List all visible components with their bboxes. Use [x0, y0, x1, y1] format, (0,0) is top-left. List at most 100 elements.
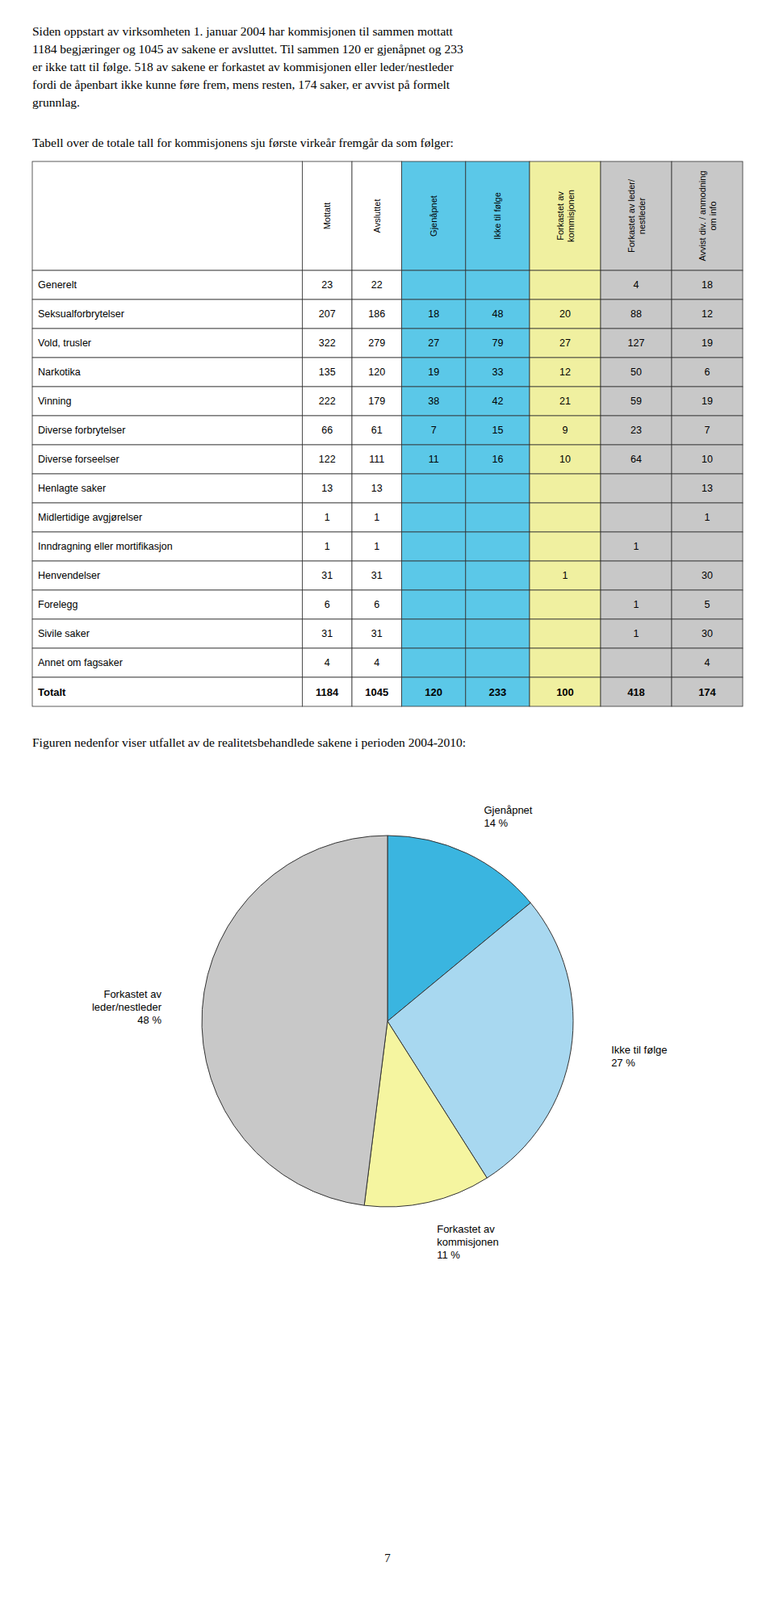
table-cell [671, 299, 743, 329]
total-cell [301, 677, 352, 707]
cell-value: 6 [373, 599, 380, 611]
cell-value: 19 [701, 395, 713, 407]
table-cell [671, 532, 743, 562]
table-cell [32, 357, 302, 387]
table: MottattAvsluttetGjenåpnetIkke til følgeF… [32, 161, 743, 707]
table-cell [671, 386, 743, 416]
cell-value: 127 [628, 337, 646, 349]
cell-value: 13 [701, 482, 713, 495]
cell-value: 31 [321, 628, 333, 640]
table-cell [465, 590, 530, 620]
slice-value-label: 48 % [137, 1013, 162, 1027]
row-label: Vinning [37, 395, 72, 407]
cell-value: 1 [324, 540, 331, 553]
cell-value: 6 [704, 366, 711, 378]
table-cell [465, 357, 530, 387]
table-cell [402, 619, 466, 649]
cell-value: 21 [559, 395, 571, 407]
table-cell [402, 502, 466, 533]
cell-value: 27 [559, 337, 571, 349]
cell-value: 23 [630, 424, 642, 436]
cell-value: 33 [491, 366, 503, 378]
cell-value: 18 [427, 308, 440, 320]
table-cell [600, 415, 672, 445]
cell-value: 13 [321, 482, 333, 495]
table-cell [402, 357, 466, 387]
cell-value: 122 [318, 453, 336, 465]
cell-value: 59 [630, 395, 642, 407]
table-cell [671, 590, 743, 620]
cell-value: 22 [371, 279, 383, 291]
table-intro: Tabell over de totale tall for kommisjon… [32, 135, 454, 150]
table-cell [600, 386, 672, 416]
cell-value: 1 [633, 628, 640, 640]
header-cell [465, 161, 530, 271]
total-value: 1045 [364, 686, 389, 699]
cell-value: 12 [701, 308, 713, 320]
table-cell [465, 328, 530, 358]
table-cell [671, 561, 743, 591]
cell-value: 1 [324, 511, 331, 524]
table-cell [32, 328, 302, 358]
total-value: 120 [424, 686, 443, 699]
table-cell [529, 357, 601, 387]
cell-value: 30 [701, 569, 713, 582]
cell-value: 64 [630, 453, 642, 465]
table-cell [600, 357, 672, 387]
pie-slice [201, 835, 388, 1206]
cell-value: 207 [318, 308, 336, 320]
row-label: Vold, trusler [37, 337, 92, 349]
column-header: Mottatt [322, 202, 332, 231]
cell-value: 15 [491, 424, 503, 436]
table-cell [351, 444, 403, 474]
total-cell [402, 677, 466, 707]
table-cell [402, 648, 466, 678]
table-cell [600, 648, 672, 678]
table-cell [600, 590, 672, 620]
cell-value: 120 [368, 366, 386, 378]
cell-value: 42 [491, 395, 503, 407]
cell-value: 16 [491, 453, 503, 465]
page: Siden oppstart av virksomheten 1. januar… [0, 0, 775, 1600]
table-cell [301, 590, 352, 620]
table-cell [301, 270, 352, 300]
cell-value: 1 [633, 599, 640, 611]
table-cell [671, 648, 743, 678]
row-label: Seksualforbrytelser [37, 308, 125, 320]
row-label: Diverse forseelser [37, 453, 120, 465]
table-cell [465, 444, 530, 474]
table-cell [301, 619, 352, 649]
table-cell [529, 502, 601, 533]
table-cell [600, 270, 672, 300]
cell-value: 7 [704, 424, 711, 436]
table-cell [465, 473, 530, 503]
header-cell [600, 161, 672, 271]
table-cell [529, 415, 601, 445]
cell-value: 279 [368, 337, 386, 349]
cell-value: 31 [371, 628, 383, 640]
cell-value: 88 [630, 308, 642, 320]
column-header: Ikke til følge [492, 192, 503, 240]
cell-value: 222 [318, 395, 336, 407]
row-label: Diverse forbrytelser [37, 424, 126, 436]
header-cell [402, 161, 466, 271]
page-number: 7 [384, 1551, 391, 1565]
table-cell [600, 473, 672, 503]
table-cell [402, 415, 466, 445]
table-cell [301, 299, 352, 329]
total-cell [671, 677, 743, 707]
table-cell [32, 648, 302, 678]
cell-value: 11 [428, 453, 440, 465]
table-cell [600, 444, 672, 474]
total-value: 233 [489, 686, 507, 699]
cell-value: 20 [559, 308, 571, 320]
slice-value-label: 11 % [436, 1248, 461, 1261]
slice-category: Ikke til følge [611, 1043, 667, 1056]
table-cell [465, 561, 530, 591]
cell-value: 4 [633, 279, 640, 291]
table-cell [351, 299, 403, 329]
cell-value: 48 [491, 308, 503, 320]
table-cell [529, 328, 601, 358]
table-cell [301, 444, 352, 474]
cell-value: 27 [427, 337, 440, 349]
